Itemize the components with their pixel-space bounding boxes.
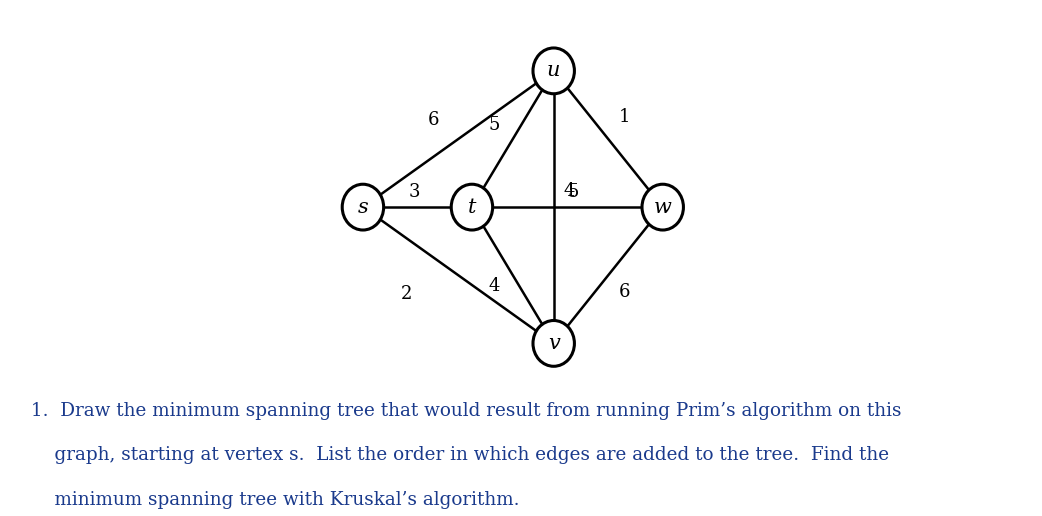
Text: 4: 4 [488, 277, 499, 295]
Text: 6: 6 [428, 111, 440, 129]
Ellipse shape [534, 320, 574, 366]
Text: 2: 2 [401, 285, 413, 303]
Ellipse shape [451, 184, 493, 230]
Text: 5: 5 [488, 117, 499, 134]
Ellipse shape [342, 184, 383, 230]
Text: 4: 4 [564, 182, 574, 200]
Ellipse shape [642, 184, 684, 230]
Text: t: t [468, 198, 476, 217]
Text: 1.  Draw the minimum spanning tree that would result from running Prim’s algorit: 1. Draw the minimum spanning tree that w… [31, 402, 901, 420]
Text: 6: 6 [619, 283, 630, 301]
Ellipse shape [534, 48, 574, 94]
Text: s: s [357, 198, 368, 217]
Text: w: w [653, 198, 672, 217]
Text: 1: 1 [619, 108, 630, 126]
Text: 3: 3 [408, 183, 421, 201]
Text: 5: 5 [567, 183, 578, 201]
Text: u: u [547, 61, 561, 80]
Text: minimum spanning tree with Kruskal’s algorithm.: minimum spanning tree with Kruskal’s alg… [31, 491, 520, 509]
Text: v: v [548, 334, 560, 353]
Text: graph, starting at vertex s.  List the order in which edges are added to the tre: graph, starting at vertex s. List the or… [31, 446, 890, 464]
